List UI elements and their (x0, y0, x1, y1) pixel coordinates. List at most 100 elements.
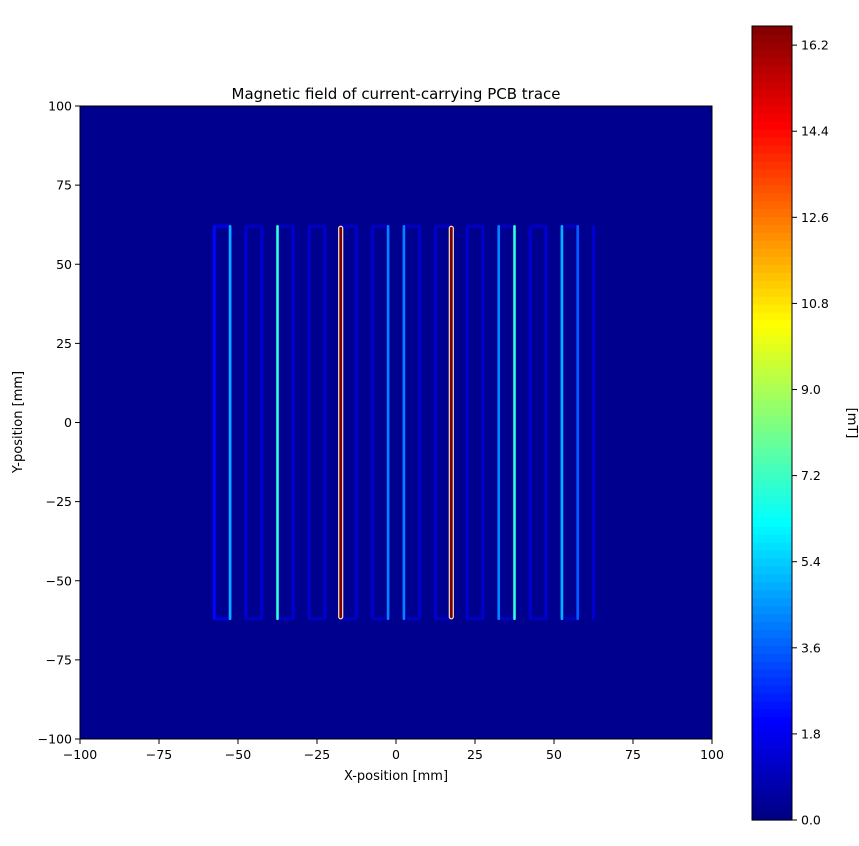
colorbar-band (752, 264, 792, 273)
colorbar-tick-label: 16.2 (801, 38, 829, 53)
x-axis-label: X-position [mm] (344, 769, 448, 784)
colorbar-band (752, 73, 792, 83)
colorbar-band (752, 367, 792, 376)
colorbar-band (752, 589, 792, 599)
colorbar-band (752, 526, 792, 535)
colorbar-band (752, 573, 792, 583)
x-tick-label: −100 (63, 747, 97, 762)
colorbar-band (752, 351, 792, 361)
colorbar: 0.0 1.8 3.6 5.4 7.2 9.0 10.8 12.6 14.4 16.2 [mT] (751, 25, 859, 828)
colorbar-band (752, 65, 792, 75)
colorbar-tick-label: 12.6 (801, 210, 829, 225)
colorbar-band (752, 216, 792, 226)
x-tick-label: 25 (467, 747, 483, 762)
y-tick-label: −75 (46, 652, 72, 667)
colorbar-band (752, 788, 792, 797)
colorbar-tick-label: 5.4 (801, 554, 821, 569)
colorbar-band (752, 200, 792, 210)
colorbar-band (752, 49, 792, 59)
colorbar-band (752, 399, 792, 408)
colorbar-band (752, 359, 792, 369)
colorbar-band (752, 613, 792, 623)
colorbar-band (752, 33, 792, 43)
colorbar-band (752, 240, 792, 249)
colorbar-band (752, 232, 792, 241)
colorbar-band (752, 303, 792, 313)
colorbar-band (752, 192, 792, 202)
x-tick-label: −25 (304, 747, 330, 762)
y-tick-label: −25 (46, 494, 72, 509)
colorbar-gradient (752, 26, 792, 821)
colorbar-band (752, 502, 792, 511)
colorbar-band (752, 716, 792, 726)
colorbar-band (752, 57, 792, 67)
colorbar-band (752, 391, 792, 400)
colorbar-band (752, 343, 792, 353)
colorbar-band (752, 81, 792, 91)
colorbar-band (752, 812, 792, 821)
colorbar-band (752, 446, 792, 456)
colorbar-band (752, 796, 792, 805)
y-tick-label: 75 (56, 178, 72, 193)
colorbar-band (752, 454, 792, 464)
colorbar-band (752, 740, 792, 750)
colorbar-band (752, 470, 792, 480)
colorbar-band (752, 160, 792, 170)
colorbar-band (752, 129, 792, 138)
colorbar-band (752, 430, 792, 440)
colorbar-band (752, 669, 792, 678)
colorbar-tick-label: 3.6 (801, 640, 821, 655)
y-tick-label: 25 (56, 336, 72, 351)
colorbar-band (752, 732, 792, 742)
colorbar-band (752, 677, 792, 686)
colorbar-band (752, 692, 792, 702)
colorbar-band (752, 105, 792, 114)
colorbar-tick-label: 1.8 (801, 726, 821, 741)
y-tick-label: −50 (46, 573, 72, 588)
x-tick-label: −50 (225, 747, 251, 762)
colorbar-band (752, 685, 792, 694)
colorbar-band (752, 248, 792, 257)
colorbar-band (752, 804, 792, 813)
y-axis: 100 75 50 25 0 −25 −50 −75 −100 (38, 99, 80, 747)
y-tick-label: 0 (64, 415, 72, 430)
colorbar-band (752, 764, 792, 773)
colorbar-tick-label: 0.0 (801, 813, 821, 828)
colorbar-band (752, 97, 792, 106)
colorbar-band (752, 653, 792, 662)
x-tick-label: 0 (392, 747, 400, 762)
colorbar-band (752, 327, 792, 337)
colorbar-band (752, 176, 792, 186)
colorbar-tick-label: 9.0 (801, 382, 821, 397)
y-tick-label: 100 (48, 99, 72, 114)
heatmap-plot (79, 105, 713, 740)
colorbar-band (752, 462, 792, 472)
colorbar-band (752, 542, 792, 551)
colorbar-band (752, 335, 792, 345)
colorbar-band (752, 113, 792, 122)
colorbar-band (752, 224, 792, 234)
colorbar-band (752, 311, 792, 321)
y-tick-label: −100 (38, 732, 72, 747)
y-tick-label: 50 (56, 257, 72, 272)
colorbar-band (752, 605, 792, 615)
colorbar-band (752, 288, 792, 297)
colorbar-band (752, 137, 792, 146)
colorbar-band (752, 280, 792, 289)
colorbar-band (752, 700, 792, 710)
colorbar-band (752, 661, 792, 670)
colorbar-band (752, 121, 792, 130)
colorbar-band (752, 415, 792, 424)
colorbar-label: [mT] (844, 408, 859, 439)
colorbar-band (752, 423, 792, 432)
colorbar-band (752, 708, 792, 718)
chart-title: Magnetic field of current-carrying PCB t… (232, 85, 561, 103)
colorbar-ticks: 0.0 1.8 3.6 5.4 7.2 9.0 10.8 12.6 14.4 16.2 (792, 38, 829, 828)
colorbar-band (752, 145, 792, 154)
colorbar-band (752, 597, 792, 607)
x-tick-label: 100 (700, 747, 724, 762)
colorbar-tick-label: 14.4 (801, 124, 829, 139)
colorbar-tick-label: 7.2 (801, 468, 821, 483)
colorbar-band (752, 772, 792, 781)
